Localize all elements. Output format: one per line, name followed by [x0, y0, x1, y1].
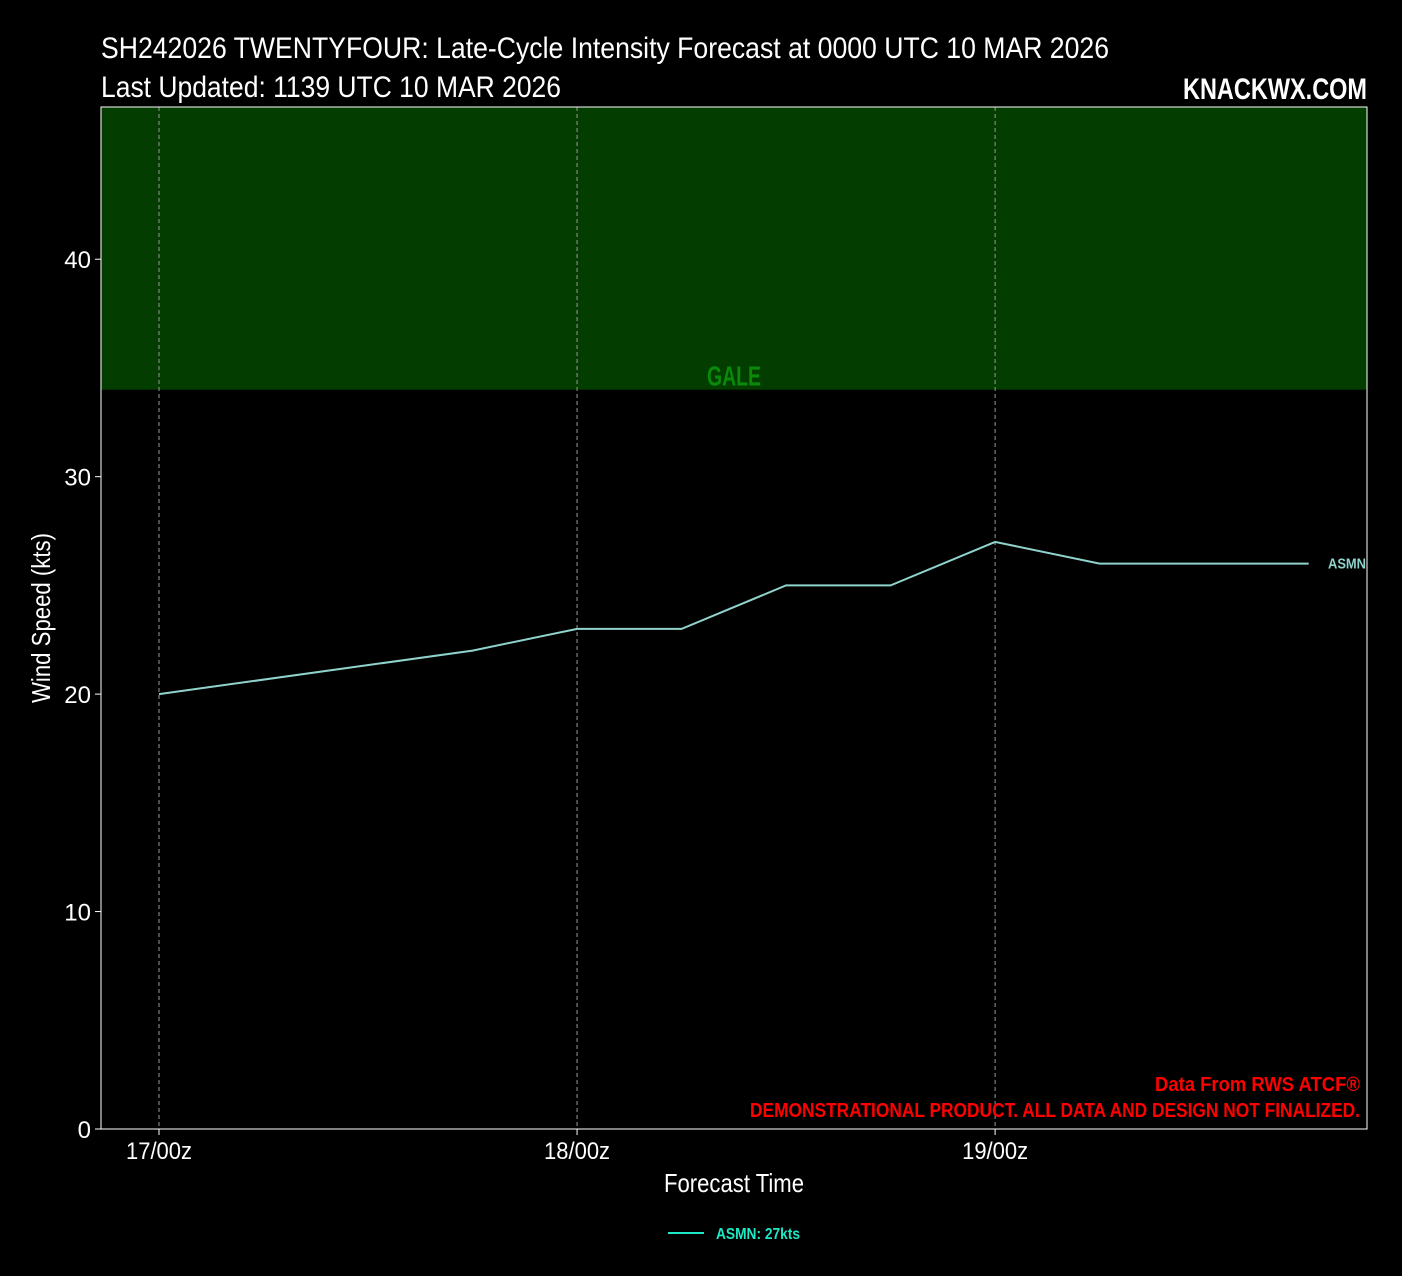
plot-frame: [100, 106, 1368, 1130]
y-tick-label: 30: [64, 465, 91, 492]
x-axis-label: Forecast Time: [664, 1168, 804, 1198]
last-updated: Last Updated: 1139 UTC 10 MAR 2026: [101, 71, 561, 104]
data-source-note: Data From RWS ATCF®: [1155, 1074, 1360, 1096]
plot-area: GALE 17/00z 18/00z 19/00z 0 10 20 30 40 ASMN: [64, 107, 1367, 1165]
brand-logo: KNACKWX.COM: [1183, 73, 1367, 106]
y-tick-label: 40: [64, 247, 91, 274]
chart-title: SH242026 TWENTYFOUR: Late-Cycle Intensit…: [101, 32, 1109, 65]
x-tick-label: 17/00z: [126, 1138, 192, 1165]
x-tick-label: 19/00z: [962, 1138, 1028, 1165]
x-tick-label: 18/00z: [544, 1138, 610, 1165]
y-tick-label: 20: [64, 682, 91, 709]
series-line-asmn: [158, 540, 1309, 696]
y-axis-label: Wind Speed (kts): [26, 533, 56, 703]
y-tick-label: 0: [78, 1117, 91, 1144]
disclaimer-note: DEMONSTRATIONAL PRODUCT. ALL DATA AND DE…: [750, 1100, 1360, 1122]
y-tick-label: 10: [64, 900, 91, 927]
legend-label: ASMN: 27kts: [716, 1226, 800, 1243]
series-end-label: ASMN: [1328, 556, 1366, 573]
band-gale: [101, 107, 1367, 390]
band-label: GALE: [707, 361, 761, 392]
